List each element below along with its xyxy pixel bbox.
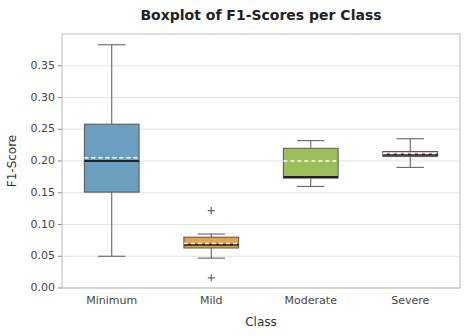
y-axis: 0.00 0.05 0.10 0.15 0.20 0.25 0.30 0.35 <box>31 59 63 294</box>
marks <box>84 45 437 282</box>
grid-line <box>62 256 460 257</box>
box-group <box>383 139 438 168</box>
y-tick-label: 0.10 <box>31 218 56 231</box>
cap-high <box>198 234 225 235</box>
mean <box>84 157 139 159</box>
title: Boxplot of F1-Scores per Class <box>140 7 381 23</box>
whisker-low <box>211 248 212 258</box>
median <box>383 154 438 156</box>
x-tick-label: Minimum <box>86 294 137 307</box>
cap-low <box>297 186 324 187</box>
whisker-high <box>111 45 112 124</box>
cap-low <box>198 258 225 259</box>
y-tick <box>58 224 62 225</box>
whisker-high <box>410 139 411 152</box>
box <box>184 237 239 248</box>
cap-low <box>397 167 424 168</box>
median <box>84 160 139 162</box>
y-tick-label: 0.20 <box>31 154 56 167</box>
mean <box>283 160 338 162</box>
whisker-low <box>410 157 411 168</box>
x-tick-label: Severe <box>391 294 429 307</box>
y-tick-label: 0.05 <box>31 249 56 262</box>
page: {"chart_data": {"type": "box", "title": … <box>0 0 476 336</box>
grid-line <box>62 65 460 66</box>
chart: 0.000.050.100.150.200.250.300.35MinimumM… <box>0 0 476 336</box>
grid-line <box>62 224 460 225</box>
x-tick-label: Mild <box>200 294 223 307</box>
cap-high <box>397 138 424 139</box>
grid-line <box>62 97 460 98</box>
y-tick <box>58 97 62 98</box>
y-tick-label: 0.30 <box>31 91 56 104</box>
x-tick-label: Moderate <box>285 294 338 307</box>
whisker-low <box>111 192 112 256</box>
box-group <box>84 45 139 256</box>
box <box>283 148 338 178</box>
y-tick <box>58 192 62 193</box>
plot-frame <box>62 34 460 288</box>
y-tick <box>58 288 62 289</box>
y-tick-label: 0.00 <box>31 281 56 294</box>
cap-low <box>98 256 125 257</box>
grid-line <box>62 161 460 162</box>
median <box>283 176 338 178</box>
x-axis-label: Class <box>245 315 277 329</box>
y-tick-label: 0.35 <box>31 59 56 72</box>
y-tick-label: 0.25 <box>31 122 56 135</box>
y-tick <box>58 256 62 257</box>
whisker-low <box>310 178 311 186</box>
box-group <box>283 141 338 187</box>
y-tick <box>58 161 62 162</box>
y-tick-label: 0.15 <box>31 186 56 199</box>
mean <box>184 243 239 245</box>
flier <box>208 207 215 214</box>
y-tick <box>58 129 62 130</box>
mean <box>383 153 438 155</box>
whisker-high <box>310 141 311 149</box>
x-axis: Minimum Mild Moderate Severe <box>86 294 429 307</box>
y-tick <box>58 65 62 66</box>
median <box>184 244 239 246</box>
cap-high <box>297 140 324 141</box>
flier <box>208 274 215 281</box>
grid <box>62 66 460 288</box>
y-axis-label: F1-Score <box>5 135 19 187</box>
cap-high <box>98 44 125 45</box>
box-group <box>184 207 239 281</box>
box <box>383 151 438 156</box>
box <box>84 124 139 192</box>
